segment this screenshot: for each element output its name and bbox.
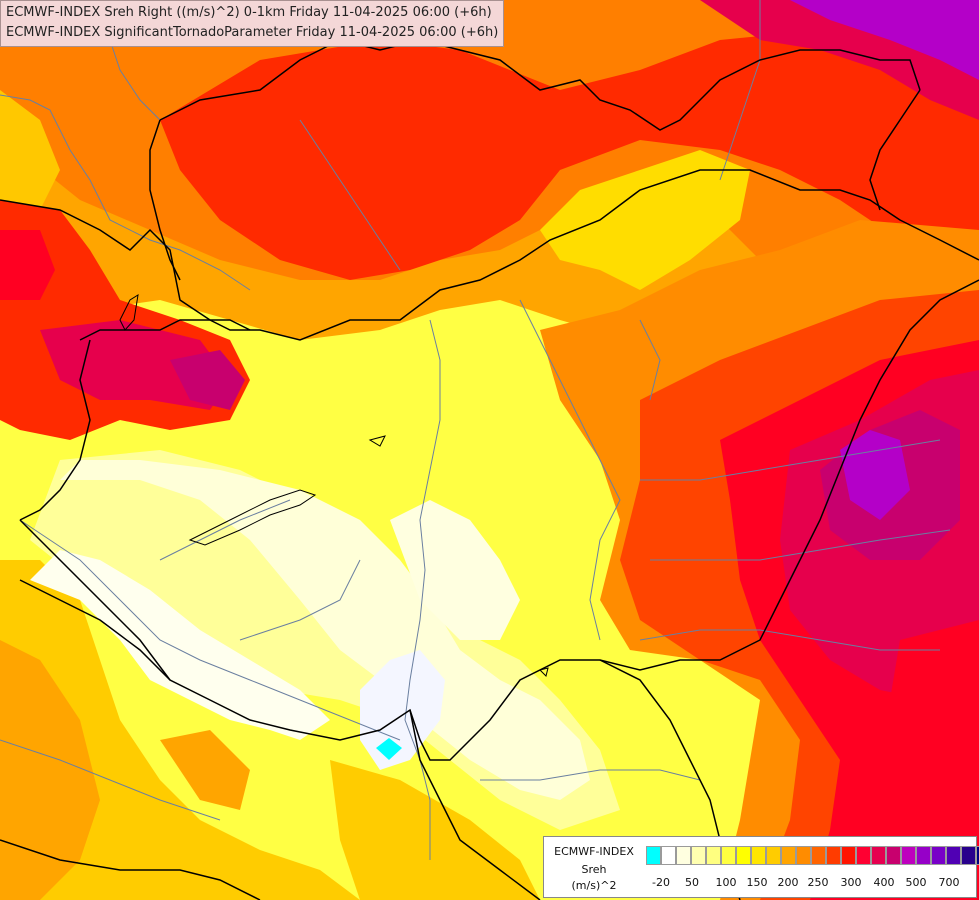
legend-tick-label: 200 (777, 876, 799, 889)
legend-swatch (751, 846, 766, 865)
field-magenta-west (170, 350, 245, 410)
legend-swatch (931, 846, 946, 865)
legend-tick-label: 400 (873, 876, 895, 889)
field-magenta-ne (790, 0, 979, 80)
legend-swatch (706, 846, 721, 865)
legend-swatch (886, 846, 901, 865)
map-title-box: ECMWF-INDEX Sreh Right ((m/s)^2) 0-1km F… (0, 0, 505, 47)
field-crimson-west (40, 320, 230, 410)
legend-swatch (961, 846, 976, 865)
field-cream-central2 (390, 500, 520, 640)
field-white-center (30, 550, 330, 740)
legend-unit: (m/s)^2 (571, 879, 617, 892)
field-cyan-diamond (376, 738, 402, 760)
legend-swatch (916, 846, 931, 865)
field-red-se (890, 620, 979, 830)
lakes (119, 293, 549, 677)
legend-swatch (766, 846, 781, 865)
field-gold-nw (0, 90, 60, 230)
legend-variable: Sreh (581, 863, 607, 876)
legend-swatch (811, 846, 826, 865)
legend-swatch (721, 846, 736, 865)
field-white-spot (360, 650, 445, 770)
legend-tick-label: 300 (840, 876, 862, 889)
legend-swatch (676, 846, 691, 865)
legend-swatch (841, 846, 856, 865)
field-red-wcell (0, 230, 55, 300)
field-cream-center (60, 460, 590, 800)
field-purple-east (840, 430, 910, 520)
field-yellow-north (540, 150, 750, 290)
legend-swatch (976, 846, 979, 865)
legend-swatch (901, 846, 916, 865)
field-orange-sw (0, 640, 100, 900)
legend-source: ECMWF-INDEX (554, 845, 634, 858)
legend-tick-label: 250 (807, 876, 829, 889)
legend-swatch (796, 846, 811, 865)
field-gold-s (330, 760, 540, 900)
legend-swatch (691, 846, 706, 865)
color-legend: ECMWF-INDEX Sreh (m/s)^2 -20 50 100 150 200 2… (543, 836, 979, 898)
legend-swatch (856, 846, 871, 865)
legend-swatch (736, 846, 751, 865)
legend-swatch (946, 846, 961, 865)
legend-swatch (781, 846, 796, 865)
legend-swatch (871, 846, 886, 865)
legend-swatch (661, 846, 676, 865)
title-line-2: ECMWF-INDEX SignificantTornadoParameter … (6, 25, 499, 40)
legend-tick-label: 700 (938, 876, 960, 889)
title-line-1: ECMWF-INDEX Sreh Right ((m/s)^2) 0-1km F… (6, 5, 492, 20)
legend-tick-label: 500 (905, 876, 927, 889)
legend-tick-label: 150 (746, 876, 768, 889)
legend-swatch (646, 846, 661, 865)
legend-swatch (826, 846, 841, 865)
river-lines (0, 0, 951, 860)
legend-tick-label: 50 (685, 876, 699, 889)
legend-tick-label: -20 (652, 876, 670, 889)
legend-tick-label: 100 (715, 876, 737, 889)
field-orange-sw2 (160, 730, 250, 810)
